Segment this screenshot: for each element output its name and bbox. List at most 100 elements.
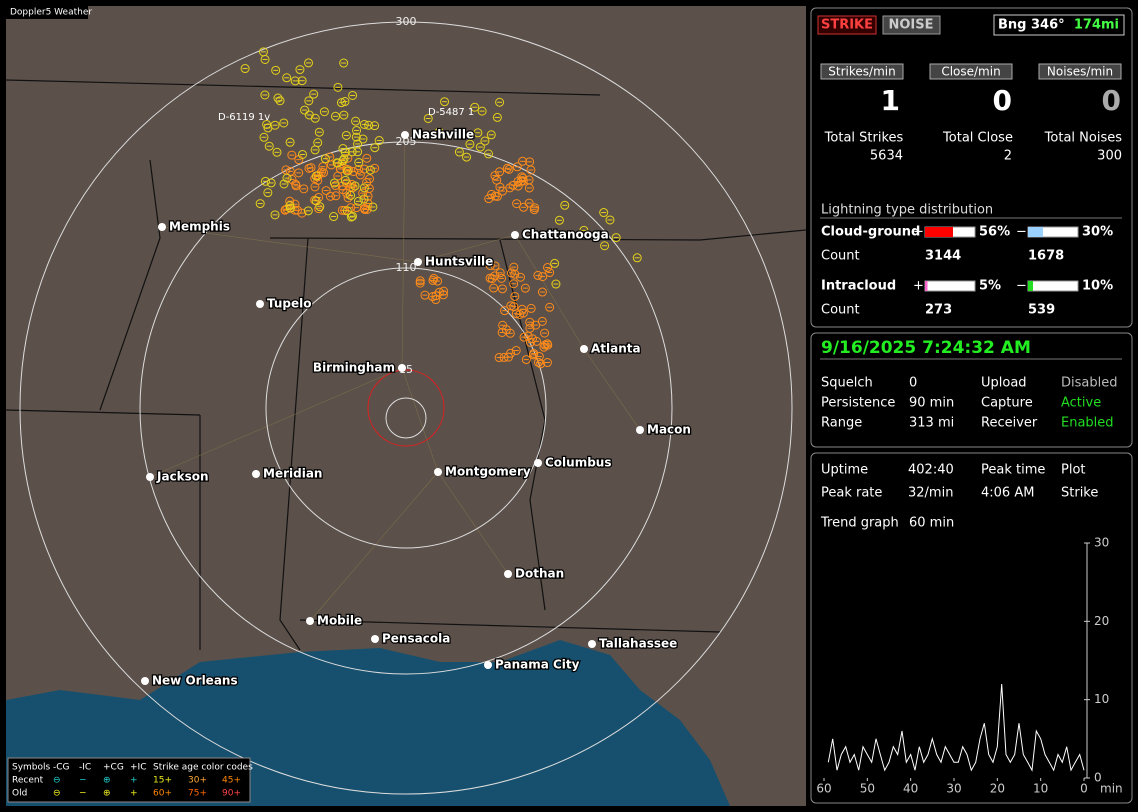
strike [348,90,358,100]
setting-text: Upload [981,376,1027,391]
strike [502,163,512,173]
sign: + [913,225,924,240]
strike [506,268,516,278]
trend-label: Trend graph [820,516,899,531]
strike [275,96,285,106]
strike [526,165,536,175]
noise-button [882,15,941,35]
strike [358,134,368,144]
strike [304,58,314,68]
city-dot [511,231,519,239]
strike [439,286,449,296]
city-label: Huntsville [425,255,493,269]
strike [260,90,270,100]
strike [545,302,555,312]
strike [516,272,526,282]
range-label: 300 [396,15,417,28]
sign: − [1016,225,1027,240]
strike [534,352,544,362]
stats-panel [810,452,1133,804]
city-label: Tallahassee [599,637,677,651]
type-label: Cloud-ground [821,225,920,240]
strike [537,316,547,326]
city-label: Nashville [412,128,474,142]
city-label: Jackson [156,470,209,484]
strike [517,304,527,314]
inner-ring [385,397,427,439]
strike [298,149,308,159]
city-label: Atlanta [591,342,641,356]
strike [536,359,546,369]
stat-text: Strike [1061,486,1098,501]
strike [338,156,348,166]
strike [352,125,362,135]
strike [505,328,515,338]
strike [515,309,525,319]
strike [362,153,372,163]
x-unit: min [1100,782,1123,796]
strike [304,163,314,173]
bearing-box [993,14,1125,36]
rate-label-box [820,63,904,80]
strike [340,97,350,107]
count-value: 3144 [925,249,961,264]
range-ring [367,369,445,447]
strike [509,262,519,272]
strike [492,112,502,122]
strike [520,283,530,293]
strike [333,82,343,92]
strike [529,205,539,215]
strike [368,202,378,212]
strike [486,130,496,140]
count-value: 539 [1028,303,1055,318]
strike [339,154,349,164]
strike [351,132,361,142]
strike [279,179,289,189]
strike [330,111,340,121]
count-value: 273 [925,303,952,318]
sign: + [913,279,924,294]
strike [490,271,500,281]
strike [518,173,528,183]
strike [512,162,522,172]
legend-text: 15+ [153,776,172,786]
trend-value: 60 min [909,516,954,531]
strike [320,154,330,164]
x-tick-label: 10 [1033,782,1048,796]
strike [321,186,331,196]
rate-value: 1 [881,84,900,117]
pct-bar [925,281,928,291]
setting-text: 0 [909,376,917,391]
strike [370,143,380,153]
strike [440,97,450,107]
strike [295,65,305,75]
strike [503,352,513,362]
legend-text: Strike age color codes [153,763,253,773]
pct-label: 10% [1082,279,1113,294]
strike [346,190,356,200]
city-label: Mobile [317,614,362,628]
strike [434,287,444,297]
strike [537,287,547,297]
strike [490,191,500,201]
title-tab [6,4,88,19]
city-dot [588,640,596,648]
strike [340,175,350,185]
strike [353,147,363,157]
strike [506,301,516,311]
strike [611,233,621,243]
setting-text: Receiver [981,416,1038,431]
city-dot [580,345,588,353]
strike [528,334,538,344]
setting-text: Persistence [821,396,895,411]
pct-bar [1028,227,1043,237]
strike [290,76,300,86]
strike [263,188,273,198]
city-dot [636,426,644,434]
total-value: 5634 [870,149,903,164]
strike [533,270,543,280]
noise-button-label: NOISE [888,18,933,33]
distribution-title: Lightning type distribution [821,203,993,218]
legend-text: 60+ [153,789,172,799]
